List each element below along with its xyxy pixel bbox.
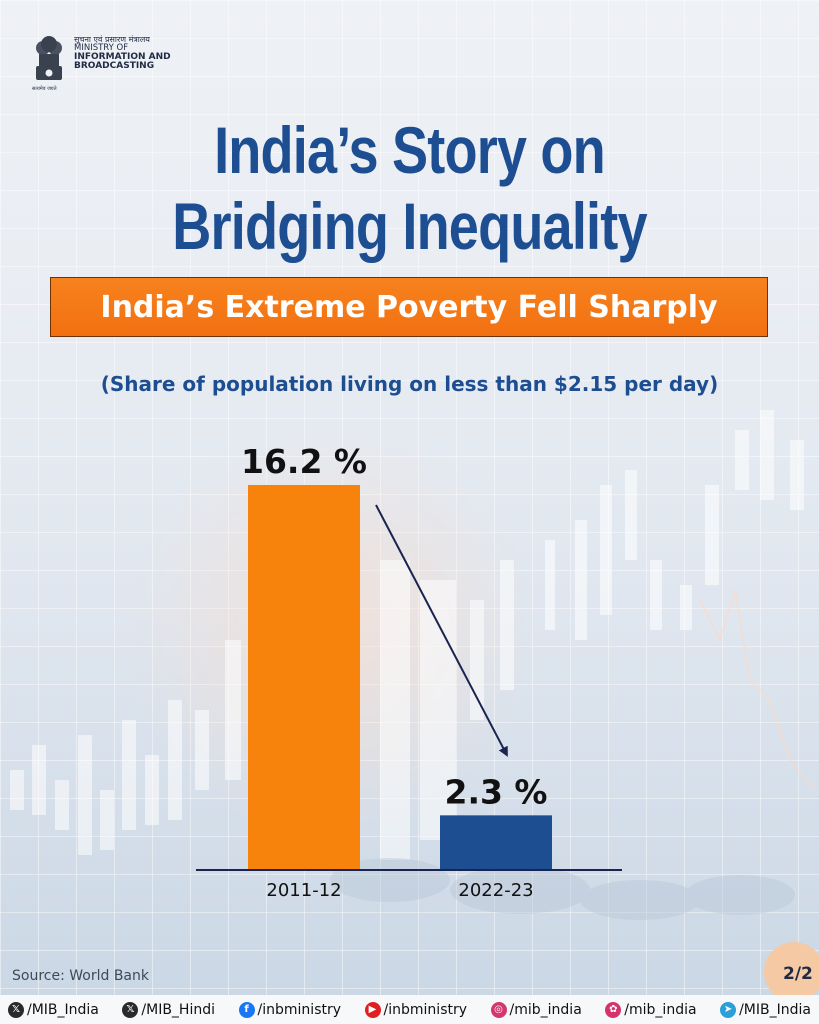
telegram-icon: ➤: [720, 1001, 737, 1018]
page-title: India’s Story on Bridging Inequality: [74, 112, 746, 264]
data-label-2011-12: 16.2 %: [241, 442, 367, 481]
social-link-4[interactable]: ◎/mib_india: [490, 1001, 582, 1018]
social-link-2[interactable]: f/inbministry: [238, 1001, 342, 1018]
bar-2022-23: [440, 815, 552, 870]
x-icon: 𝕏: [8, 1001, 24, 1018]
youtube-icon: ▶: [364, 1001, 381, 1018]
x-tick-label-2011-12: 2011-12: [266, 880, 341, 901]
facebook-icon: f: [238, 1001, 255, 1018]
social-handle: /MIB_Hindi: [141, 1001, 216, 1018]
social-link-5[interactable]: ✿/mib_india: [605, 1001, 697, 1018]
page-number: 2/2: [783, 964, 813, 984]
source-note: Source: World Bank: [12, 968, 149, 984]
page-badge: [764, 942, 819, 1002]
social-handle: /MIB_India: [739, 1001, 811, 1018]
social-link-3[interactable]: ▶/inbministry: [364, 1001, 468, 1018]
emblem-motto: सत्यमेव जयते: [32, 86, 57, 92]
ministry-logo: सूचना एवं प्रसारण मंत्रालय MINISTRY OF I…: [30, 32, 180, 94]
social-footer: 𝕏/MIB_India 𝕏/MIB_Hindi f/inbministry ▶/inb…: [0, 995, 819, 1024]
social-handle: /MIB_India: [27, 1001, 99, 1018]
chart-subtitle: (Share of population living on less than…: [100, 372, 719, 396]
ministry-name-line1: MINISTRY OF: [74, 43, 129, 53]
page-title-line2: Bridging Inequality: [172, 189, 647, 263]
social-handle: /mib_india: [624, 1001, 697, 1018]
bar-2011-12: [248, 485, 360, 870]
instagram-icon: ◎: [490, 1001, 507, 1018]
trend-arrow: [375, 504, 508, 757]
social-handle: /inbministry: [383, 1001, 468, 1018]
ministry-name-line2: INFORMATION AND: [74, 52, 171, 62]
x-tick-label-2022-23: 2022-23: [458, 880, 533, 901]
national-emblem-icon: [36, 36, 62, 80]
kooapp-icon: ✿: [605, 1001, 622, 1018]
ministry-name-hindi: सूचना एवं प्रसारण मंत्रालय: [74, 35, 150, 44]
social-handle: /mib_india: [509, 1001, 582, 1018]
x-icon: 𝕏: [122, 1001, 139, 1018]
social-link-6[interactable]: ➤/MIB_India: [720, 1001, 811, 1018]
social-handle: /inbministry: [257, 1001, 342, 1018]
social-link-1[interactable]: 𝕏/MIB_Hindi: [122, 1001, 216, 1018]
page-title-line1: India’s Story on: [214, 113, 606, 187]
headline-banner: India’s Extreme Poverty Fell Sharply: [50, 277, 768, 337]
headline-banner-text: India’s Extreme Poverty Fell Sharply: [100, 289, 718, 325]
social-link-0[interactable]: 𝕏/MIB_India: [8, 1001, 99, 1018]
ministry-name-line3: BROADCASTING: [74, 61, 155, 71]
data-label-2022-23: 2.3 %: [444, 772, 547, 811]
